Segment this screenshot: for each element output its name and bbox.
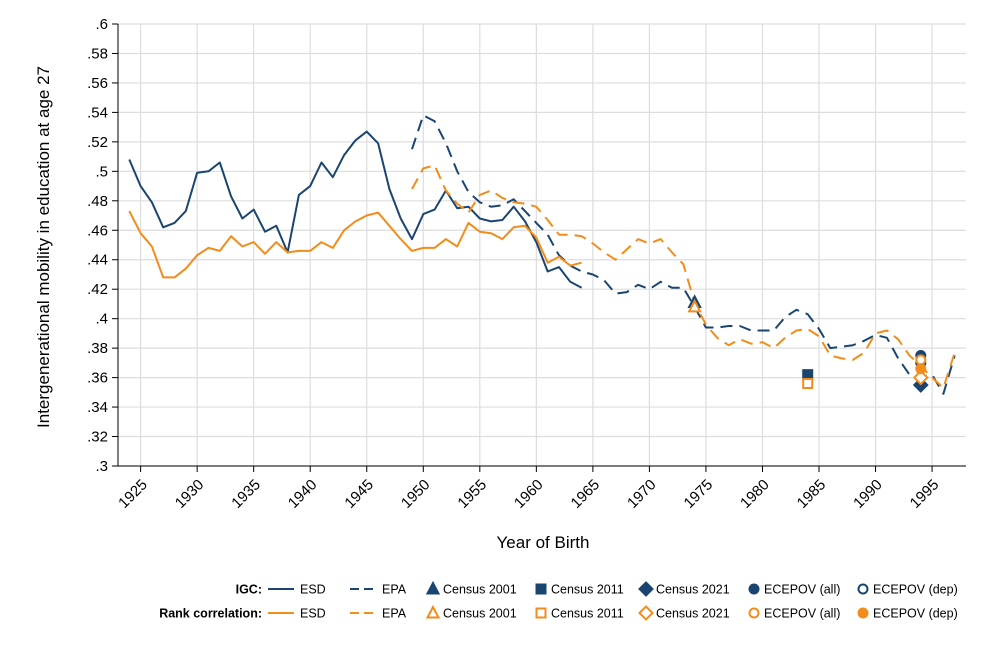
legend-heading: Rank correlation: [159,607,262,621]
y-tick-label: .32 [87,429,108,446]
y-tick-label: .38 [87,340,108,357]
legend-label: EPA [382,607,407,621]
y-axis-title: Intergenerational mobility in education … [34,66,53,428]
x-axis-title: Year of Birth [497,533,590,552]
y-tick-label: .56 [87,75,108,92]
legend-marker-swatch [535,583,547,595]
legend-label: Census 2001 [443,607,517,621]
legend-label: Census 2001 [443,583,517,597]
y-tick-label: .36 [87,370,108,387]
y-tick-label: .48 [87,193,108,210]
legend-label: ECEPOV (dep) [873,583,958,597]
y-tick-label: .4 [95,311,108,328]
legend-label: Census 2011 [551,607,624,621]
legend-label: Census 2021 [656,607,730,621]
legend-label: Census 2011 [551,583,624,597]
legend-label: ECEPOV (dep) [873,607,958,621]
point-igc-census-2011 [802,369,814,381]
legend-marker-swatch [748,583,760,595]
legend-marker-swatch [535,607,547,619]
point-rank-census-2021 [912,369,929,386]
legend-heading: IGC: [236,583,262,597]
legend: IGC: ESD EPA Census 2001 Census 2011 Census 2… [159,580,958,621]
series-igc-epa [411,114,956,395]
legend-label: EPA [382,583,407,597]
legend-marker-swatch [425,580,441,595]
y-tick-label: .44 [87,252,108,269]
legend-marker-swatch [857,607,869,619]
legend-label: ESD [300,583,326,597]
y-tick-label: .58 [87,45,108,62]
series-igc-esd [128,130,583,289]
point-rank-ecepov-all- [915,354,927,366]
series-layer [128,114,956,395]
y-tick-label: .52 [87,134,108,151]
y-tick-label: .54 [87,104,108,121]
legend-label: ECEPOV (all) [764,583,840,597]
y-tick-label: .5 [95,163,108,180]
legend-marker-swatch [638,581,654,597]
grid [118,23,966,467]
point-rank-census-2001 [687,298,702,313]
legend-marker-swatch [425,604,441,619]
series-rank-correlation-esd [128,210,582,279]
legend-label: ECEPOV (all) [764,607,840,621]
point-rank-census-2011 [802,377,814,389]
legend-label: ESD [300,607,326,621]
legend-marker-swatch [857,583,869,595]
legend-marker-swatch [748,607,760,619]
y-tick-label: .34 [87,399,108,416]
y-tick-label: .6 [95,16,108,33]
series-rank-correlation-epa [411,164,956,389]
points-layer [687,294,929,393]
y-tick-label: .3 [95,458,108,475]
y-tick-label: .42 [87,281,108,298]
y-tick-label: .46 [87,222,108,239]
legend-marker-swatch [638,605,654,621]
legend-label: Census 2021 [656,583,730,597]
axes [112,23,966,472]
point-rank-ecepov-dep- [915,363,927,375]
